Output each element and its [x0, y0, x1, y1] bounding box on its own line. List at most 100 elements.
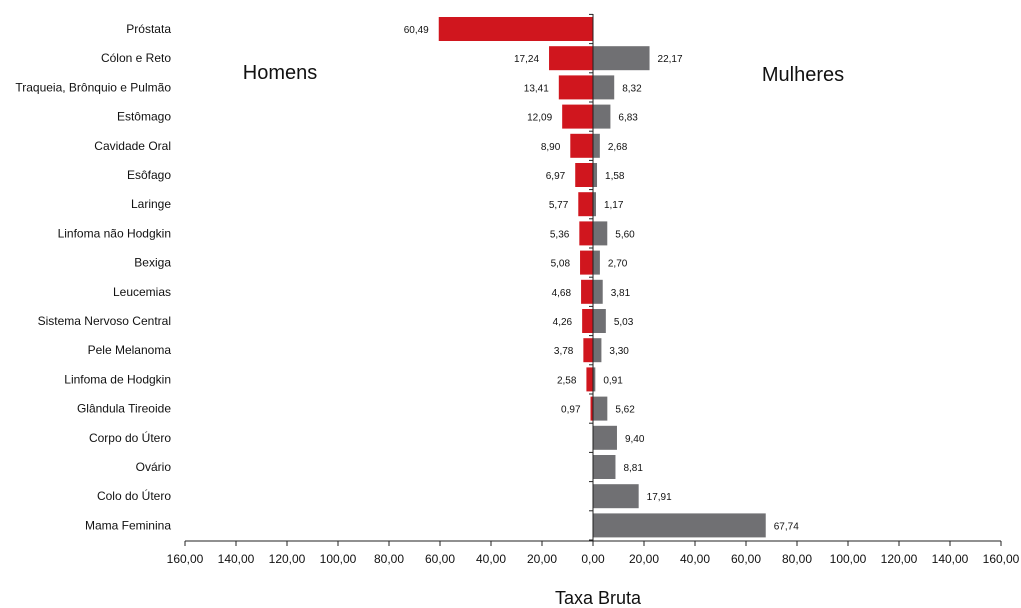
x-tick-label: 80,00 [782, 552, 812, 566]
women-value-label: 1,17 [604, 200, 624, 211]
category-label: Mama Feminina [85, 518, 171, 532]
women-value-label: 8,32 [622, 83, 642, 94]
category-labels-group: Próstata Cólon e Reto Traqueia, Brônquio e… [15, 22, 171, 532]
men-value-label: 5,08 [551, 259, 571, 270]
category-label: Glândula Tireoide [77, 402, 171, 416]
men-bar [578, 192, 593, 217]
x-tick-label: 120,00 [881, 552, 918, 566]
women-bar [593, 104, 611, 129]
women-bar [593, 425, 617, 450]
category-label: Colo do Útero [97, 488, 171, 503]
x-tick-label: 100,00 [320, 552, 357, 566]
axes-group: 160,00 140,00 120,00 100,00 80,00 60,00 40,00 2… [167, 13, 1020, 566]
men-value-label: 6,97 [546, 171, 566, 182]
men-bar [583, 338, 593, 363]
women-bars-group [593, 46, 766, 538]
women-bar [593, 484, 639, 509]
category-label: Pele Melanoma [88, 343, 172, 357]
x-tick-label: 160,00 [167, 552, 204, 566]
women-value-label: 0,91 [603, 375, 623, 386]
women-value-label: 2,68 [608, 142, 628, 153]
women-bar [593, 163, 598, 187]
category-label: Ovário [136, 460, 172, 474]
women-value-label: 5,62 [615, 405, 635, 416]
x-axis-title: Taxa Bruta [555, 588, 642, 608]
women-bar [593, 396, 608, 421]
women-value-label: 3,81 [611, 288, 631, 299]
men-value-label: 5,36 [550, 229, 570, 240]
women-value-label: 5,60 [615, 229, 635, 240]
women-bar [593, 221, 608, 246]
women-value-label: 5,03 [614, 317, 634, 328]
men-bar [558, 75, 593, 100]
x-tick-label: 60,00 [425, 552, 455, 566]
x-tick-label: 120,00 [269, 552, 306, 566]
men-value-label: 13,41 [524, 83, 549, 94]
x-tick-label: 140,00 [218, 552, 255, 566]
men-bar [562, 104, 593, 129]
women-bar [593, 309, 606, 333]
women-value-label: 8,81 [623, 463, 643, 474]
women-bar [593, 46, 650, 71]
x-tick-label: 20,00 [629, 552, 659, 566]
category-label: Linfoma não Hodgkin [58, 226, 171, 240]
men-bar [582, 309, 593, 333]
women-value-label: 3,30 [609, 346, 629, 357]
men-bar [570, 133, 593, 158]
x-tick-label: 140,00 [932, 552, 969, 566]
men-bar [579, 221, 593, 246]
women-value-label: 9,40 [625, 434, 645, 445]
men-value-label: 4,26 [553, 317, 573, 328]
x-tick-label: 0,00 [581, 552, 605, 566]
women-bar [593, 455, 616, 479]
legend-men-label: Homens [243, 62, 317, 84]
x-tick-label: 60,00 [731, 552, 761, 566]
category-label: Cavidade Oral [94, 139, 171, 153]
women-bar [593, 513, 766, 538]
x-tick-label: 160,00 [983, 552, 1020, 566]
x-tick-label: 80,00 [374, 552, 404, 566]
women-bar [593, 250, 600, 275]
x-tick-label: 100,00 [830, 552, 867, 566]
x-tick-label: 20,00 [527, 552, 557, 566]
women-bar [593, 279, 603, 304]
women-value-label: 6,83 [618, 113, 638, 124]
men-value-label: 8,90 [541, 142, 561, 153]
women-bar [593, 133, 600, 158]
category-label: Sistema Nervoso Central [38, 314, 171, 328]
women-value-label: 1,58 [605, 171, 625, 182]
category-label: Leucemias [113, 285, 171, 299]
men-value-label: 3,78 [554, 346, 574, 357]
women-value-label: 17,91 [647, 492, 672, 503]
value-labels-group: 60,49 17,24 22,17 13,41 8,32 12,09 6,83 8,90 2,6… [404, 25, 799, 532]
men-bar [590, 396, 593, 421]
women-bar [593, 338, 602, 363]
men-value-label: 60,49 [404, 25, 429, 36]
men-bar [575, 163, 593, 187]
men-value-label: 4,68 [552, 288, 572, 299]
men-value-label: 2,58 [557, 375, 577, 386]
category-label: Próstata [126, 22, 171, 36]
category-label: Laringe [131, 197, 171, 211]
men-value-label: 12,09 [527, 113, 552, 124]
men-bar [586, 367, 593, 392]
x-tick-label: 40,00 [680, 552, 710, 566]
x-tick-label: 40,00 [476, 552, 506, 566]
men-bars-group [438, 17, 593, 421]
men-bar [580, 250, 593, 275]
category-label: Corpo do Útero [89, 430, 171, 445]
women-value-label: 2,70 [608, 259, 628, 270]
category-label: Traqueia, Brônquio e Pulmão [15, 80, 171, 94]
women-bar [593, 75, 615, 100]
men-value-label: 5,77 [549, 200, 569, 211]
category-label: Linfoma de Hodgkin [64, 372, 171, 386]
women-bar [593, 367, 596, 392]
category-label: Bexiga [134, 256, 171, 270]
men-bar [438, 17, 593, 41]
women-value-label: 22,17 [658, 54, 683, 65]
legend-women-label: Mulheres [762, 64, 844, 86]
men-bar [581, 279, 593, 304]
category-label: Estômago [117, 110, 171, 124]
men-value-label: 0,97 [561, 405, 581, 416]
